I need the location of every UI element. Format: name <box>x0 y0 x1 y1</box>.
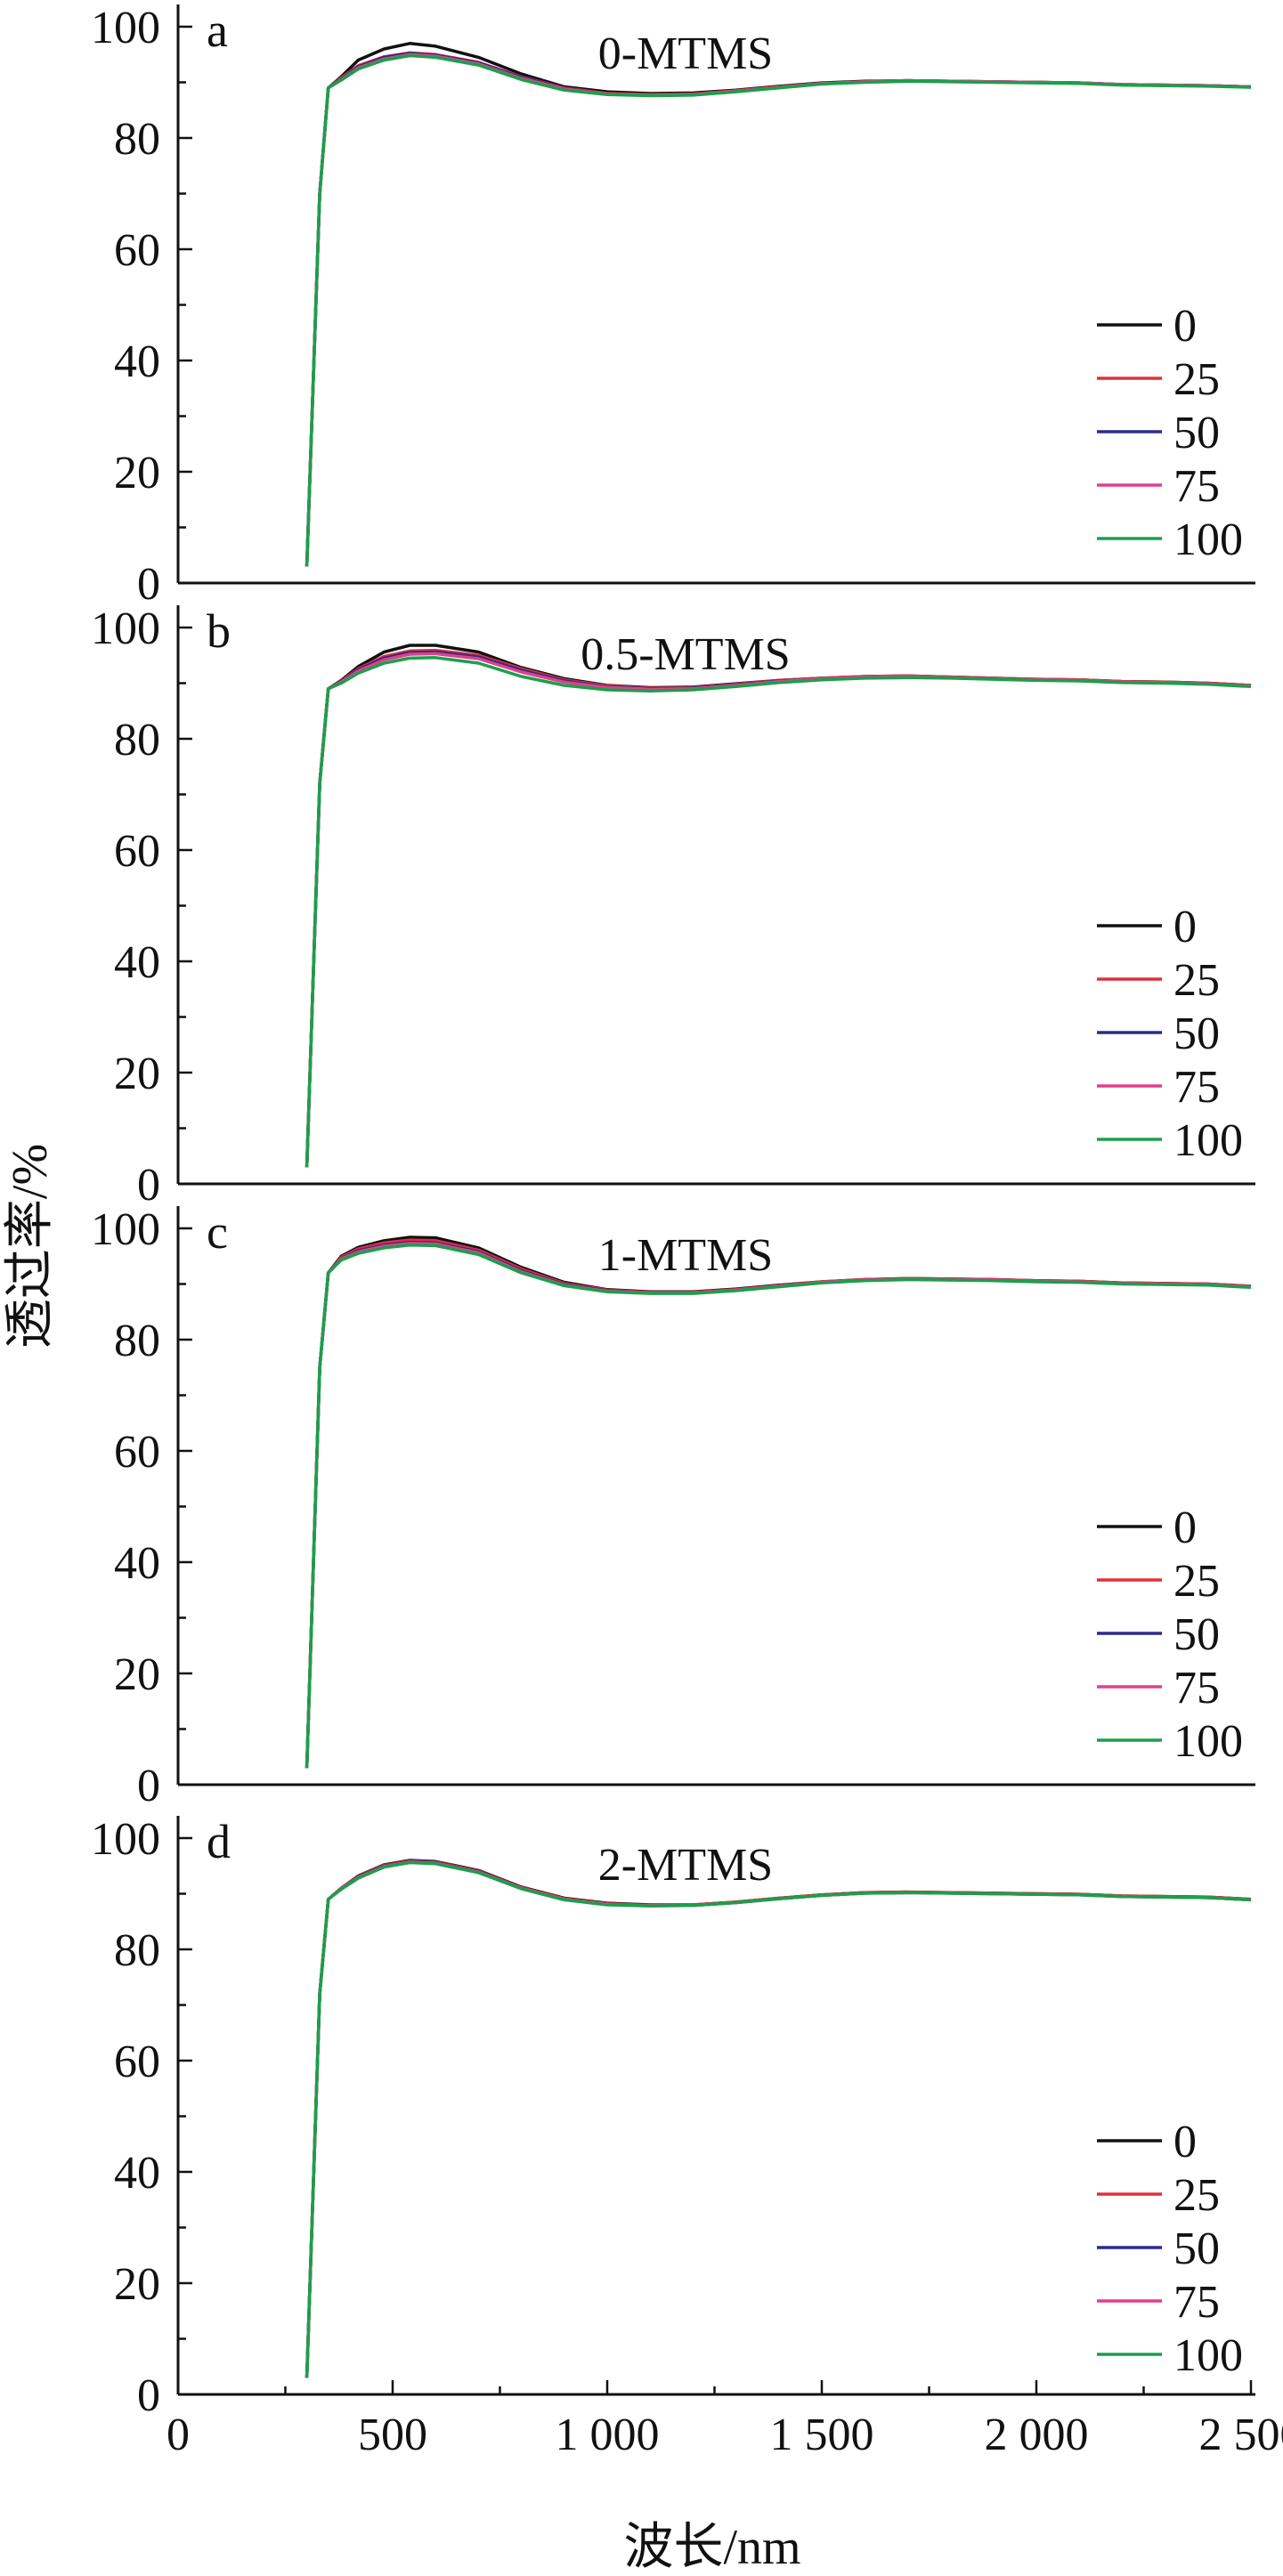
legend-label: 50 <box>1173 2224 1220 2274</box>
legend-label: 0 <box>1173 1503 1197 1553</box>
x-tick-label: 2 000 <box>985 2410 1089 2460</box>
legend-label: 75 <box>1173 1663 1220 1713</box>
panel-letter: d <box>207 1815 231 1868</box>
y-tick-label: 40 <box>114 1538 160 1589</box>
series-line-100 <box>305 1243 1252 1769</box>
panel-title: 1-MTMS <box>598 1230 773 1281</box>
x-tick-label: 0 <box>166 2410 190 2460</box>
y-tick-label: 20 <box>114 1649 160 1700</box>
y-tick-label: 100 <box>91 1204 160 1255</box>
x-axis-label: 波长/nm <box>623 2520 800 2575</box>
y-tick-label: 40 <box>114 2148 160 2199</box>
y-tick-label: 20 <box>114 2259 160 2310</box>
series-line-100 <box>305 656 1252 1168</box>
x-tick-label: 1 500 <box>770 2410 874 2460</box>
series-line-100 <box>305 1860 1252 2378</box>
legend-label: 100 <box>1173 1716 1243 1767</box>
y-tick-label: 40 <box>114 336 160 387</box>
legend-label: 100 <box>1173 1115 1243 1166</box>
y-tick-label: 100 <box>91 1814 160 1865</box>
y-tick-label: 100 <box>91 3 160 53</box>
panel-title: 2-MTMS <box>598 1840 773 1891</box>
y-tick-label: 80 <box>114 715 160 766</box>
legend-label: 25 <box>1173 2170 1220 2221</box>
legend-label: 0 <box>1173 301 1197 352</box>
y-tick-label: 60 <box>114 826 160 877</box>
y-tick-label: 0 <box>137 1160 160 1211</box>
legend-label: 75 <box>1173 1062 1220 1113</box>
y-tick-label: 40 <box>114 937 160 988</box>
legend-label: 50 <box>1173 408 1220 458</box>
y-tick-label: 0 <box>137 2370 160 2421</box>
legend-label: 25 <box>1173 955 1220 1006</box>
legend-label: 75 <box>1173 461 1220 512</box>
y-tick-label: 20 <box>114 1049 160 1099</box>
legend-label: 50 <box>1173 1609 1220 1660</box>
panel-title: 0.5-MTMS <box>581 629 790 680</box>
y-tick-label: 60 <box>114 2037 160 2087</box>
legend-label: 50 <box>1173 1009 1220 1059</box>
series-line-100 <box>305 53 1252 567</box>
y-tick-label: 0 <box>137 1761 160 1811</box>
legend-label: 75 <box>1173 2277 1220 2328</box>
x-axis: 0 500 1 000 1 500 2 000 2 500 <box>166 2380 1283 2460</box>
y-tick-label: 80 <box>114 1316 160 1366</box>
panel-letter: c <box>207 1205 228 1259</box>
y-tick-label: 60 <box>114 225 160 276</box>
y-tick-label: 20 <box>114 448 160 498</box>
x-tick-label: 1 000 <box>556 2410 660 2460</box>
y-axis-label: 透过率/% <box>3 1144 58 1349</box>
x-tick-label: 2 500 <box>1199 2410 1283 2460</box>
legend-label: 0 <box>1173 902 1197 952</box>
y-tick-label: 100 <box>91 603 160 654</box>
panel-title: 0-MTMS <box>598 28 773 79</box>
legend-label: 0 <box>1173 2117 1197 2167</box>
y-tick-label: 60 <box>114 1427 160 1478</box>
y-tick-label: 80 <box>114 1925 160 1976</box>
panel-letter: b <box>207 604 231 658</box>
y-tick-label: 80 <box>114 114 160 165</box>
legend-label: 25 <box>1173 1556 1220 1607</box>
x-tick-label: 500 <box>358 2410 427 2460</box>
y-tick-label: 0 <box>137 559 160 610</box>
legend-label: 100 <box>1173 514 1243 565</box>
legend-label: 100 <box>1173 2330 1243 2381</box>
legend-label: 25 <box>1173 354 1220 405</box>
panel-letter: a <box>207 4 228 57</box>
